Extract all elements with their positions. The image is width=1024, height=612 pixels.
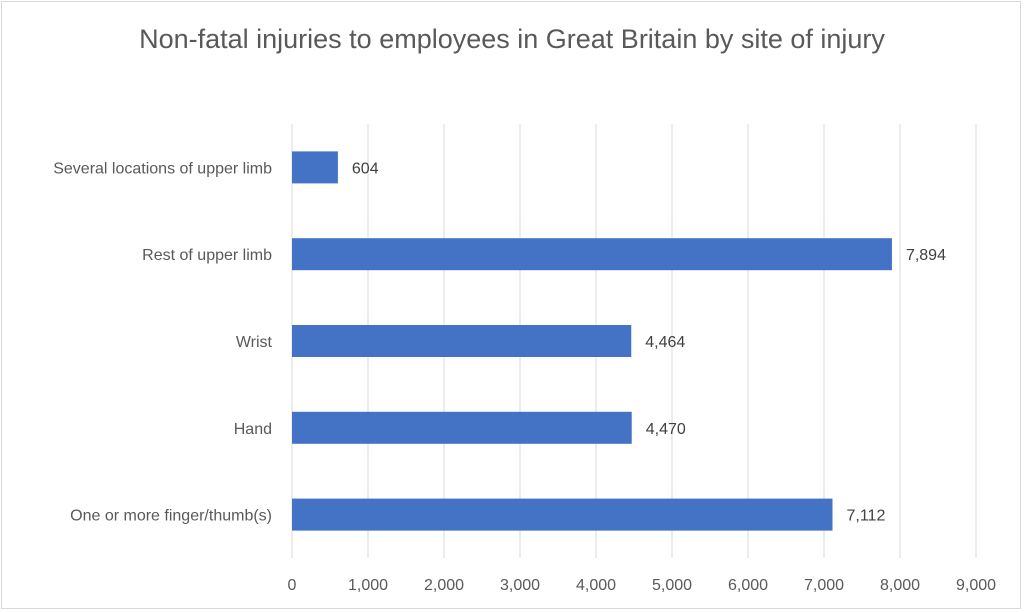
x-tick-label: 8,000: [880, 577, 920, 594]
x-tick-label: 2,000: [424, 577, 464, 594]
x-tick-label: 1,000: [348, 577, 388, 594]
x-tick-label: 9,000: [956, 577, 996, 594]
bars: [292, 151, 892, 531]
data-label: 7,112: [847, 508, 886, 525]
category-label: Several locations of upper limb: [53, 160, 272, 177]
category-label: Rest of upper limb: [142, 247, 272, 264]
x-tick-label: 7,000: [804, 577, 844, 594]
data-label: 7,894: [906, 247, 946, 264]
bar: [292, 151, 338, 184]
category-label: Hand: [234, 421, 272, 438]
chart-title: Non-fatal injuries to employees in Great…: [139, 24, 885, 54]
x-tick-label: 6,000: [728, 577, 768, 594]
data-label: 4,464: [645, 334, 685, 351]
x-tick-label: 0: [288, 577, 297, 594]
category-label: One or more finger/thumb(s): [70, 508, 272, 525]
bar: [292, 238, 892, 271]
bar: [292, 411, 632, 444]
data-labels: 604 7,894 4,464 4,470 7,112: [352, 160, 946, 524]
x-tick-labels: 0 1,000 2,000 3,000 4,000 5,000 6,000 7,000 8,00…: [288, 577, 997, 594]
data-label: 4,470: [646, 421, 686, 438]
bar: [292, 498, 833, 531]
category-labels: Several locations of upper limb Rest of u…: [53, 160, 272, 524]
x-tick-label: 4,000: [576, 577, 616, 594]
category-label: Wrist: [236, 334, 273, 351]
data-label: 604: [352, 160, 379, 177]
bar: [292, 325, 632, 357]
x-tick-label: 3,000: [500, 577, 540, 594]
x-tick-label: 5,000: [652, 577, 692, 594]
